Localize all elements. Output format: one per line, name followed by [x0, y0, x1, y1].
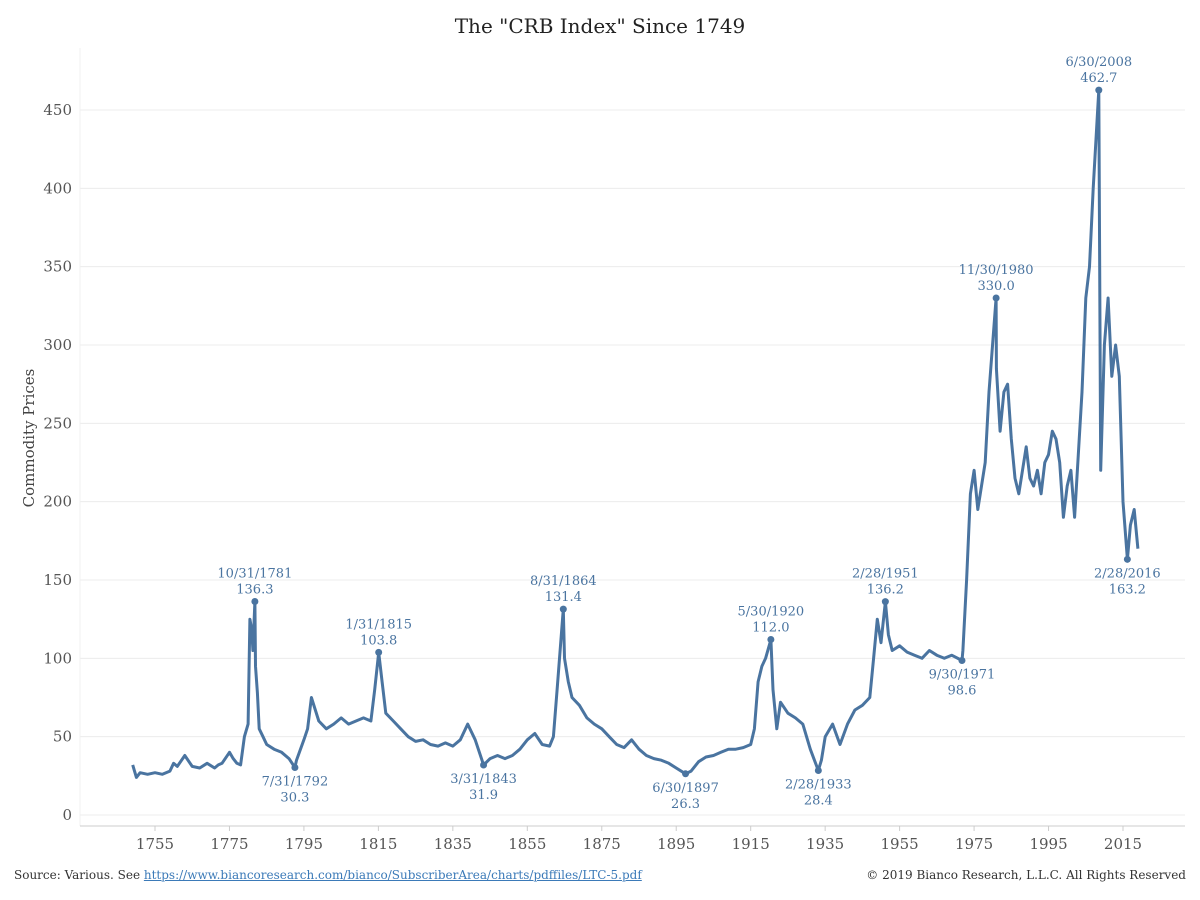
chart-title: The "CRB Index" Since 1749	[454, 14, 746, 38]
annotation-date: 2/28/1951	[852, 567, 919, 582]
copyright-text: © 2019 Bianco Research, L.L.C. All Right…	[866, 868, 1186, 882]
y-tick-label: 450	[43, 101, 72, 119]
annotation-marker	[682, 770, 690, 778]
annotation-date: 9/30/1971	[929, 668, 996, 683]
y-tick-label: 200	[43, 493, 72, 511]
annotation-date: 7/31/1792	[262, 775, 329, 790]
annotation-marker	[1123, 555, 1131, 563]
y-tick-label: 250	[43, 414, 72, 432]
source-link[interactable]: https://www.biancoresearch.com/bianco/Su…	[143, 868, 642, 882]
annotation-value: 136.2	[867, 583, 904, 598]
y-tick-label: 400	[43, 179, 72, 197]
annotation-value: 462.7	[1080, 71, 1117, 86]
gridlines	[79, 48, 1185, 826]
y-tick-label: 100	[43, 649, 72, 667]
annotation-value: 28.4	[804, 794, 833, 809]
annotation-date: 1/31/1815	[345, 617, 412, 632]
annotation-date: 8/31/1864	[530, 574, 597, 589]
annotation-marker	[767, 636, 775, 644]
y-tick-label: 0	[62, 806, 72, 824]
x-tick-label: 1755	[136, 835, 174, 853]
annotation-marker	[992, 294, 1000, 302]
x-tick-label: 1835	[434, 835, 472, 853]
annotation-value: 30.3	[280, 791, 309, 806]
x-tick-label: 1855	[508, 835, 546, 853]
annotation-value: 330.0	[978, 279, 1015, 294]
x-tick-label: 1975	[955, 835, 993, 853]
annotation-marker	[1095, 86, 1103, 94]
annotation-value: 26.3	[671, 797, 700, 812]
x-tick-label: 2015	[1104, 835, 1142, 853]
annotation-marker	[375, 648, 383, 656]
annotation-date: 5/30/1920	[738, 605, 805, 620]
x-tick-label: 1775	[210, 835, 248, 853]
annotation-marker	[958, 657, 966, 665]
x-tick-label: 1935	[806, 835, 844, 853]
annotation-marker	[814, 767, 822, 775]
annotation-date: 11/30/1980	[959, 263, 1034, 278]
x-tick-label: 1795	[285, 835, 323, 853]
annotation-marker	[881, 598, 889, 606]
annotation-marker	[559, 605, 567, 613]
annotation-value: 103.8	[360, 633, 397, 648]
annotation-value: 136.3	[236, 582, 273, 597]
annotation-date: 3/31/1843	[450, 772, 517, 787]
source-prefix: Source: Various. See	[14, 868, 144, 882]
annotation-date: 6/30/1897	[652, 781, 719, 796]
annotation-value: 98.6	[948, 684, 977, 699]
annotation-date: 2/28/2016	[1094, 566, 1161, 581]
footer-source: Source: Various. See https://www.biancor…	[14, 868, 642, 882]
y-tick-label: 50	[53, 728, 72, 746]
x-tick-label: 1895	[657, 835, 695, 853]
annotation-date: 6/30/2008	[1065, 55, 1132, 70]
annotation-value: 163.2	[1109, 582, 1146, 597]
y-tick-label: 150	[43, 571, 72, 589]
y-tick-label: 350	[43, 258, 72, 276]
x-tick-label: 1995	[1029, 835, 1067, 853]
x-tick-label: 1915	[732, 835, 770, 853]
x-axis: 1755 1775 1795 1815 1835 1855 1875 1895 1915 1935…	[136, 826, 1142, 853]
annotation-value: 112.0	[752, 621, 789, 636]
y-axis: 0 50 100 150 200 250 300 350 400 450	[43, 101, 72, 824]
annotation-marker	[480, 761, 488, 769]
annotation-marker	[291, 764, 299, 772]
annotation-date: 2/28/1933	[785, 778, 852, 793]
y-tick-label: 300	[43, 336, 72, 354]
annotation-date: 10/31/1781	[217, 566, 292, 581]
y-axis-label: Commodity Prices	[20, 369, 38, 508]
annotation-value: 31.9	[469, 788, 498, 803]
x-tick-label: 1815	[359, 835, 397, 853]
annotation-marker	[251, 597, 259, 605]
x-tick-label: 1955	[881, 835, 919, 853]
x-tick-label: 1875	[583, 835, 621, 853]
annotation-value: 131.4	[545, 590, 582, 605]
